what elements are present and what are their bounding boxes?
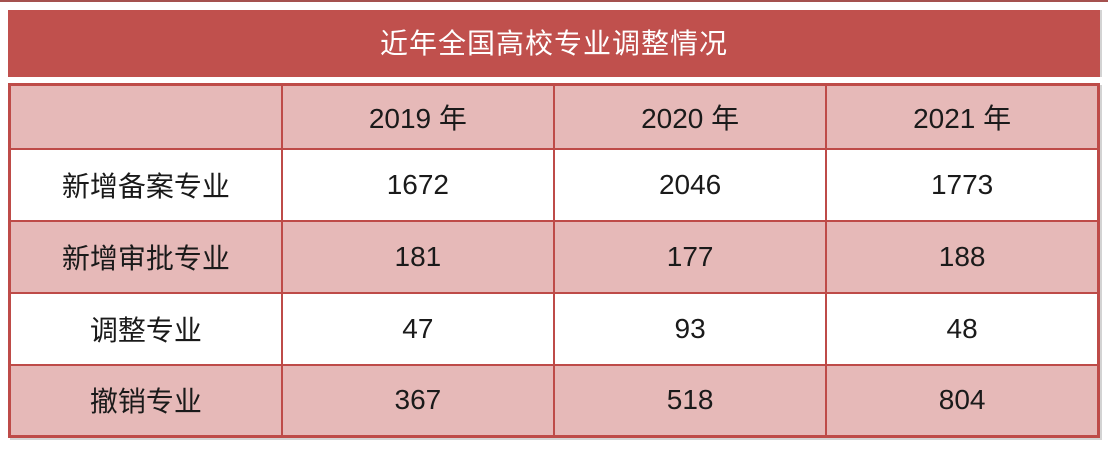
table-title: 近年全国高校专业调整情况 bbox=[8, 10, 1100, 77]
data-table: 2019 年 2020 年 2021 年 新增备案专业 1672 2046 17… bbox=[8, 83, 1100, 438]
table-row: 新增审批专业 181 177 188 bbox=[8, 219, 1100, 294]
cell-value: 181 bbox=[280, 219, 556, 294]
row-label-new-filed-majors: 新增备案专业 bbox=[8, 147, 283, 222]
cell-value: 367 bbox=[280, 363, 556, 438]
cell-value: 188 bbox=[825, 219, 1100, 294]
column-header-2019: 2019 年 bbox=[280, 83, 556, 150]
cell-value: 177 bbox=[552, 219, 828, 294]
column-header-empty bbox=[8, 83, 283, 150]
column-header-row: 2019 年 2020 年 2021 年 bbox=[8, 83, 1100, 150]
cell-value: 804 bbox=[825, 363, 1100, 438]
cell-value: 47 bbox=[280, 291, 556, 366]
cell-value: 48 bbox=[825, 291, 1100, 366]
table-row: 调整专业 47 93 48 bbox=[8, 291, 1100, 366]
table-row: 新增备案专业 1672 2046 1773 bbox=[8, 147, 1100, 222]
major-adjustment-table: 近年全国高校专业调整情况 2019 年 2020 年 2021 年 新增备案专业… bbox=[8, 10, 1100, 438]
cell-value: 93 bbox=[552, 291, 828, 366]
cell-value: 518 bbox=[552, 363, 828, 438]
top-divider-line bbox=[0, 0, 1108, 2]
cell-value: 1672 bbox=[280, 147, 556, 222]
column-header-2020: 2020 年 bbox=[552, 83, 828, 150]
cell-value: 1773 bbox=[825, 147, 1100, 222]
table-row: 撤销专业 367 518 804 bbox=[8, 363, 1100, 438]
row-label-adjusted-majors: 调整专业 bbox=[8, 291, 283, 366]
column-header-2021: 2021 年 bbox=[825, 83, 1100, 150]
row-label-revoked-majors: 撤销专业 bbox=[8, 363, 283, 438]
row-label-new-approved-majors: 新增审批专业 bbox=[8, 219, 283, 294]
cell-value: 2046 bbox=[552, 147, 828, 222]
